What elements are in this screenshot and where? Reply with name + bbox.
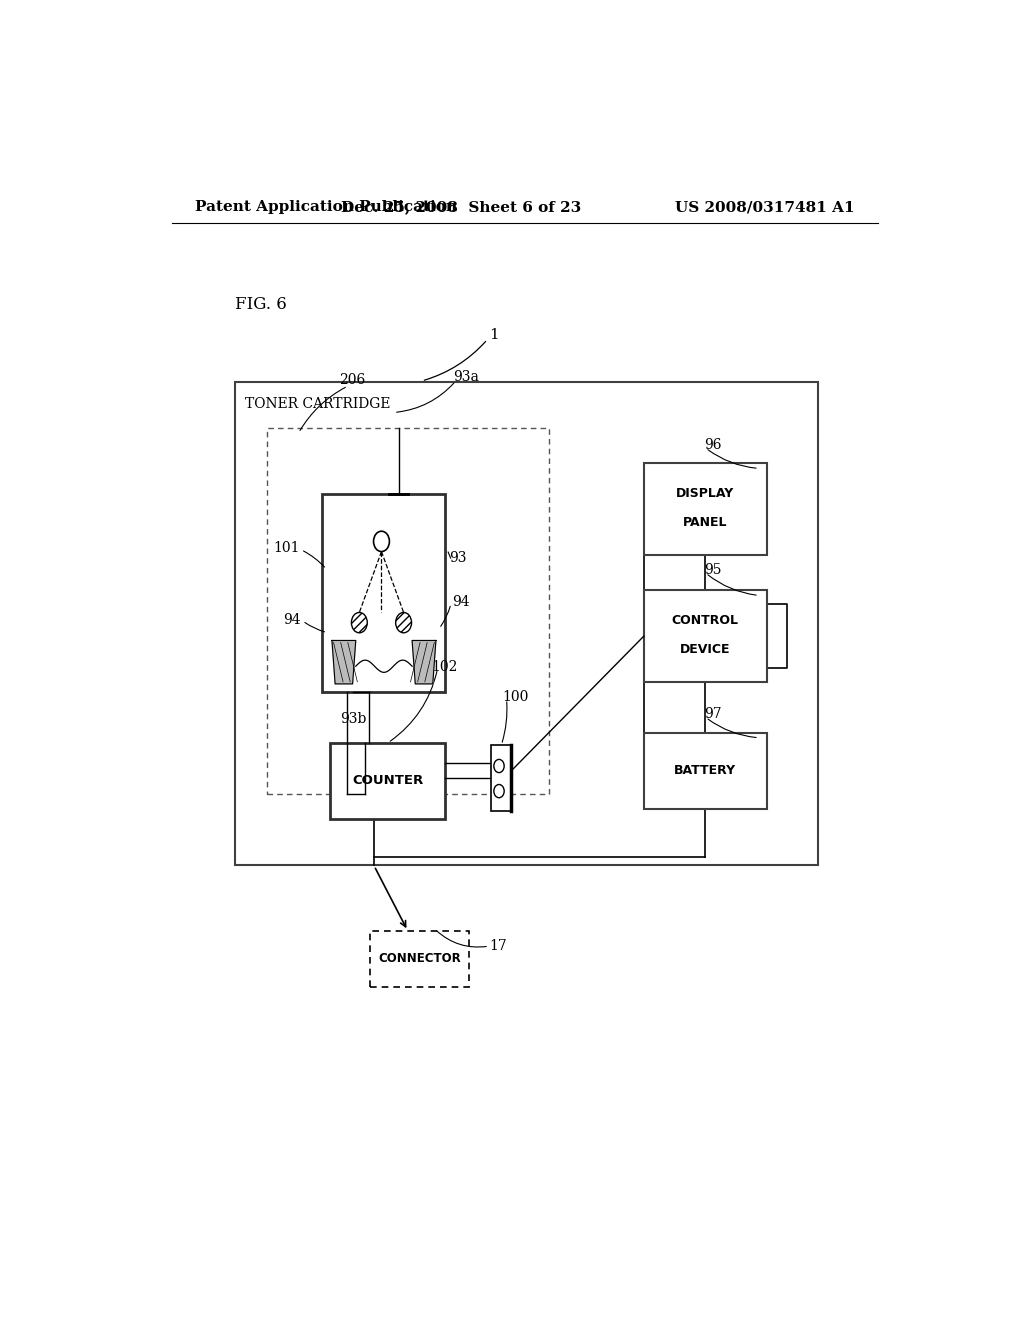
- Bar: [492, 744, 511, 810]
- Bar: [236, 381, 818, 865]
- Text: 94: 94: [452, 594, 469, 609]
- Text: 93: 93: [450, 550, 467, 565]
- Text: 1: 1: [489, 329, 499, 342]
- Text: 102: 102: [431, 660, 458, 673]
- Text: 17: 17: [489, 939, 507, 953]
- Circle shape: [494, 784, 504, 797]
- Text: CONNECTOR: CONNECTOR: [378, 952, 461, 965]
- Text: US 2008/0317481 A1: US 2008/0317481 A1: [675, 201, 854, 214]
- Bar: [644, 733, 767, 809]
- Text: CONTROL: CONTROL: [672, 614, 739, 627]
- Text: 206: 206: [339, 374, 365, 387]
- Text: PANEL: PANEL: [683, 516, 728, 529]
- Polygon shape: [412, 640, 436, 684]
- Circle shape: [351, 612, 368, 632]
- Text: TONER CARTRIDGE: TONER CARTRIDGE: [246, 397, 391, 412]
- Text: FIG. 6: FIG. 6: [236, 296, 287, 313]
- Bar: [323, 494, 445, 692]
- Text: Patent Application Publication: Patent Application Publication: [196, 201, 458, 214]
- Circle shape: [395, 612, 412, 632]
- Text: 95: 95: [705, 564, 722, 577]
- Circle shape: [494, 759, 504, 772]
- Text: COUNTER: COUNTER: [352, 775, 424, 788]
- Bar: [644, 463, 767, 554]
- Text: DISPLAY: DISPLAY: [676, 487, 734, 500]
- Bar: [644, 590, 767, 682]
- Text: DEVICE: DEVICE: [680, 643, 730, 656]
- Text: 96: 96: [705, 438, 722, 451]
- Text: 97: 97: [705, 708, 722, 721]
- Text: 93b: 93b: [340, 713, 367, 726]
- Bar: [370, 931, 469, 987]
- Text: 100: 100: [503, 690, 529, 704]
- Bar: [331, 743, 445, 818]
- Text: BATTERY: BATTERY: [674, 764, 736, 777]
- Polygon shape: [332, 640, 355, 684]
- Text: 94: 94: [284, 612, 301, 627]
- Circle shape: [374, 531, 389, 552]
- Text: 101: 101: [273, 541, 299, 554]
- Text: Dec. 25, 2008  Sheet 6 of 23: Dec. 25, 2008 Sheet 6 of 23: [341, 201, 582, 214]
- Bar: [267, 428, 549, 793]
- Text: 93a: 93a: [454, 370, 479, 384]
